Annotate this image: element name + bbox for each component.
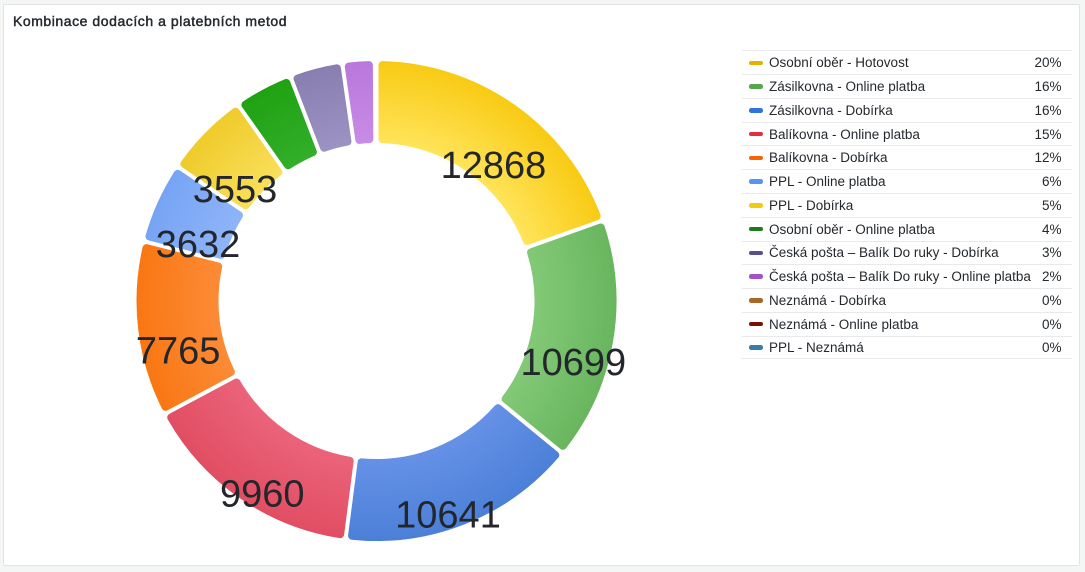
svg-text:12868: 12868 [441,145,547,187]
svg-text:10641: 10641 [395,494,501,536]
svg-text:3632: 3632 [156,224,241,266]
svg-text:7765: 7765 [136,331,221,373]
svg-text:10699: 10699 [520,342,626,384]
svg-text:9960: 9960 [220,473,305,515]
svg-text:3553: 3553 [193,169,278,211]
